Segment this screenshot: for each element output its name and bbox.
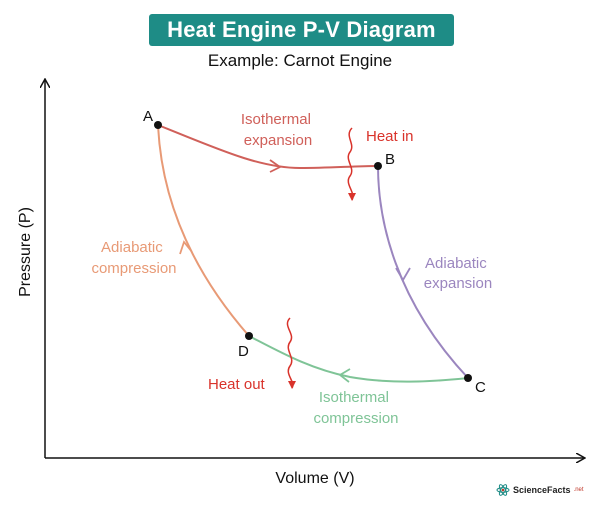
arrow-isothermal-compression [338,368,351,383]
curve-adiabatic-expansion [377,165,469,379]
arrow-adiabatic-expansion [395,267,411,282]
label-isothermal-compression: Isothermal compression [313,389,398,427]
label-isothermal-expansion: Isothermal expansion [241,111,315,149]
arrow-isothermal-expansion [269,159,282,173]
logo-brand: ScienceFacts [513,485,571,495]
point-b [374,162,382,170]
curve-isothermal-compression [248,335,469,383]
point-b-label: B [385,151,395,168]
logo-tld: .net [573,487,584,493]
label-heat-in: Heat in [366,128,414,145]
atom-icon [496,484,510,496]
point-a [154,121,162,129]
heat-out-arrow [286,317,296,389]
point-c [464,374,472,382]
sciencefacts-logo: ScienceFacts .net [496,483,584,497]
y-axis-label: Pressure (P) [17,207,34,297]
arrow-adiabatic-compression [179,240,193,255]
x-axis-label: Volume (V) [275,470,354,487]
point-a-label: A [143,108,153,125]
page-subtitle: Example: Carnot Engine [207,51,393,70]
point-d-label: D [238,343,249,360]
heat-in-arrow [347,127,356,201]
label-heat-out: Heat out [208,376,266,393]
point-d [245,332,253,340]
label-adiabatic-expansion: Adiabatic expansion [424,255,492,292]
point-c-label: C [475,379,486,396]
curve-adiabatic-compression [157,124,250,337]
label-adiabatic-compression: Adiabatic compression [91,239,176,277]
page-title: Heat Engine P-V Diagram [149,14,454,46]
